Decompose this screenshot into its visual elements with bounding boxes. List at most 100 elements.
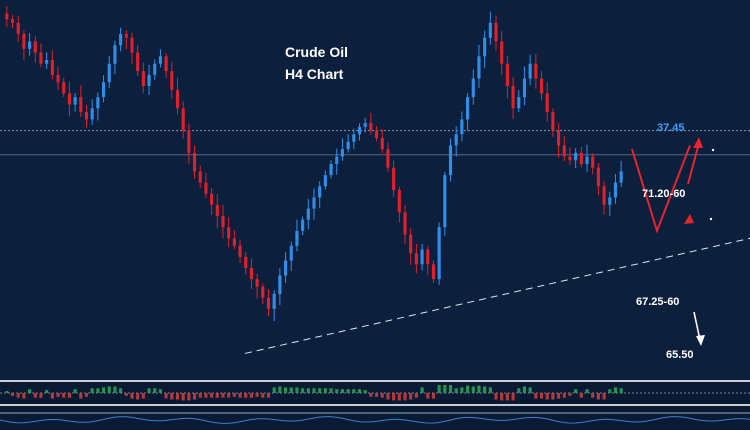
target-up-arrowhead: [693, 137, 703, 148]
candle-body: [164, 56, 168, 72]
indicator-bar: [306, 388, 310, 393]
candle-body: [227, 227, 231, 239]
candle-body: [557, 130, 561, 146]
projection-arrowhead: [684, 214, 694, 224]
candle-body: [574, 152, 578, 161]
candle-body: [90, 108, 94, 120]
candle-body: [579, 152, 583, 164]
indicator-bar: [278, 386, 282, 393]
candle-body: [517, 97, 521, 109]
candle-body: [215, 204, 219, 216]
indicator-bar: [357, 389, 362, 393]
candle-body: [124, 34, 128, 38]
candle-body: [483, 37, 487, 57]
indicator-bar: [16, 393, 20, 398]
candle-body: [312, 197, 316, 209]
candle-body: [386, 149, 390, 168]
indicator-bar: [414, 393, 418, 398]
indicator-bar: [369, 393, 373, 397]
indicator-bar: [346, 389, 350, 393]
indicator-bar: [210, 393, 214, 398]
candle-body: [443, 175, 447, 228]
indicator-bar: [619, 388, 623, 393]
candle-body: [329, 164, 333, 176]
indicator-bar: [517, 388, 521, 393]
indicator-bar: [318, 388, 322, 393]
candle-body: [551, 112, 555, 131]
candle-body: [249, 268, 253, 280]
indicator-bar: [130, 393, 134, 399]
indicator-bar: [511, 393, 515, 401]
candle-body: [522, 78, 527, 98]
candle-body: [198, 171, 202, 183]
indicator-panel: [0, 380, 750, 430]
indicator-bar: [466, 385, 470, 393]
indicator-bar: [198, 393, 202, 398]
indicator-bar: [608, 389, 612, 393]
candle-body: [505, 63, 509, 86]
indicator-bar: [483, 386, 487, 393]
indicator-bar: [568, 393, 572, 396]
candle-body: [33, 41, 37, 53]
candle-body: [238, 245, 242, 257]
candle-body: [62, 82, 66, 94]
candle-body: [528, 63, 532, 79]
candle-body: [369, 123, 373, 131]
indicator-bar: [602, 393, 606, 400]
candle-body: [192, 152, 197, 172]
candle-body: [454, 134, 458, 146]
candle-body: [568, 156, 572, 161]
level-label-support: 67.25-60: [636, 296, 680, 308]
indicator-bar: [545, 393, 549, 400]
indicator-bar: [340, 389, 345, 393]
candle-body: [335, 156, 339, 164]
candle-body: [113, 45, 117, 64]
indicator-bar: [175, 393, 180, 400]
candle-body: [45, 60, 49, 64]
candle-body: [266, 297, 271, 309]
candle-body: [130, 37, 134, 53]
candle-body: [232, 238, 236, 246]
candle-body: [562, 145, 566, 157]
candle-body: [283, 260, 288, 276]
indicator-bar: [295, 387, 299, 393]
indicator-bar: [500, 393, 504, 401]
indicator-bar: [5, 391, 9, 393]
candle-body: [500, 41, 504, 64]
candle-body: [340, 149, 345, 157]
candle-body: [375, 130, 379, 138]
candle-body: [585, 156, 589, 164]
candle-body: [22, 34, 26, 49]
indicator-bar: [22, 393, 26, 399]
candle-body: [466, 97, 470, 120]
candle-body: [488, 22, 492, 38]
indicator-bar: [192, 393, 197, 400]
target-down-arrow: [693, 311, 701, 341]
indicator-bar: [10, 393, 15, 396]
indicator-bar: [386, 393, 390, 400]
candle-body: [221, 216, 225, 228]
candle-body: [67, 93, 71, 105]
candle-body: [10, 19, 15, 23]
indicator-bar: [505, 393, 509, 401]
indicator-bar: [272, 387, 276, 393]
indicator-bar: [471, 386, 475, 393]
indicator-bar: [613, 387, 618, 393]
projection-arrows: [631, 137, 715, 346]
indicator-bar: [187, 393, 191, 401]
candle-body: [5, 13, 9, 20]
candle-body: [392, 167, 396, 190]
indicator-bar: [574, 389, 578, 393]
candle-body: [420, 249, 424, 265]
indicator-bar: [244, 393, 248, 398]
candle-body: [141, 71, 145, 86]
indicator-bar: [289, 387, 293, 393]
candle-body: [460, 119, 464, 135]
candle-body: [73, 97, 77, 105]
indicator-bar: [312, 388, 316, 393]
candle-body: [244, 256, 248, 268]
indicator-bar: [352, 389, 356, 393]
indicator-bar: [141, 393, 145, 399]
